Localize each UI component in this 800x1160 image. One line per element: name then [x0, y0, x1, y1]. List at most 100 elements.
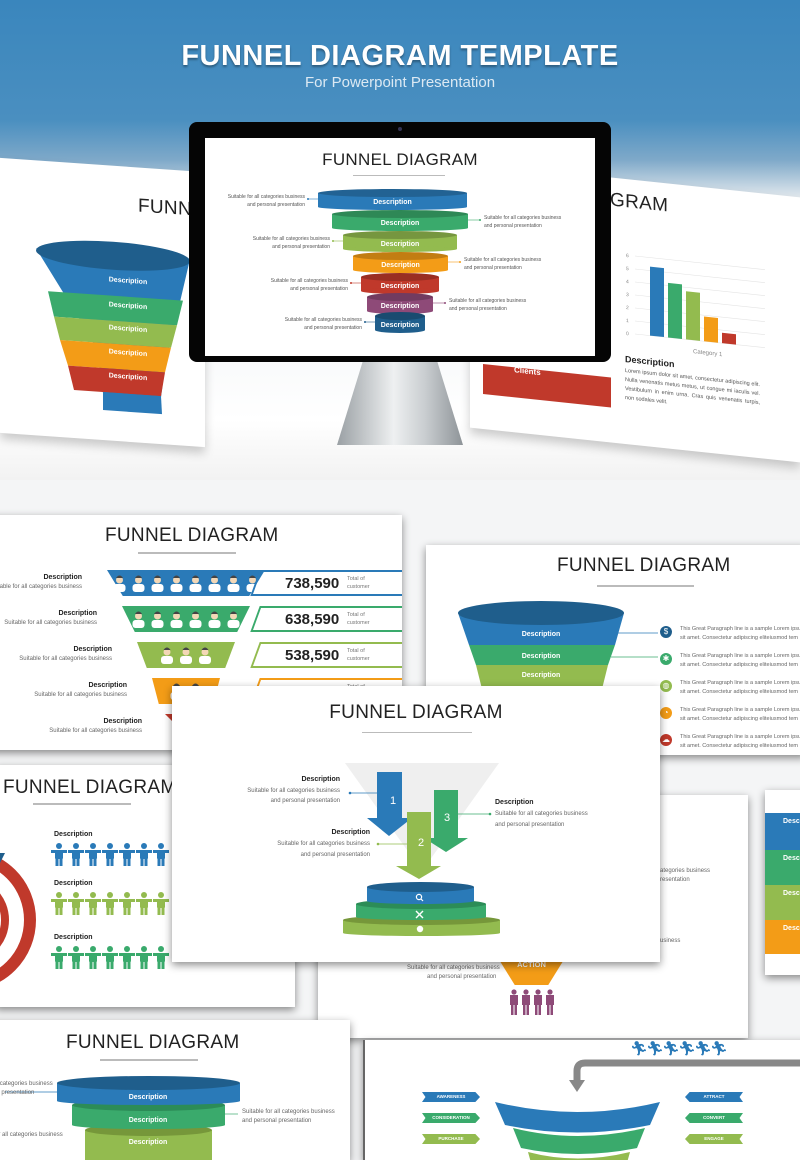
person-icon — [136, 946, 152, 969]
partial-text: ategories business — [660, 868, 711, 874]
title-underline — [138, 552, 236, 554]
funnel-band — [469, 645, 615, 665]
person-icon — [546, 989, 554, 1015]
description-text: and personal presentation — [270, 798, 340, 804]
globe-icon: ◍ — [660, 680, 672, 692]
funnel-top — [36, 240, 190, 271]
paragraph-line: This Great Paragraph line is a sample Lo… — [680, 734, 800, 740]
description-text: Suitable for all categories business — [242, 1109, 335, 1115]
person-icon — [189, 611, 202, 628]
person-icon — [68, 843, 84, 866]
target-icon — [0, 853, 36, 982]
description-text: and personal presentation — [449, 306, 507, 312]
disc-blue — [367, 882, 474, 904]
runner-icon: 🏃︎ — [694, 1040, 712, 1056]
bottom-disc-funnel-slide: FUNNEL DIAGRAM Description Description D… — [0, 1020, 350, 1160]
y-tick-label: 2 — [626, 305, 629, 311]
bar — [704, 316, 718, 343]
band-label: Description — [522, 653, 561, 660]
people-row — [51, 843, 169, 866]
funnel-disc — [361, 273, 439, 294]
hero-subtitle: For Powerpoint Presentation — [304, 74, 496, 91]
stage-label-right: CONVERT — [685, 1113, 743, 1123]
title-underline — [100, 1059, 198, 1061]
stage-label-left: AWARENESS — [422, 1092, 480, 1102]
band-label: Description — [109, 324, 147, 334]
disc-green — [72, 1099, 225, 1129]
flow-arrow — [573, 1059, 800, 1082]
arrow-number: 3 — [444, 812, 450, 824]
person-icon — [51, 843, 67, 866]
paragraph-line: This Great Paragraph line is a sample Lo… — [680, 653, 800, 659]
funnel-band — [495, 1102, 660, 1133]
arrow-number: 1 — [390, 795, 396, 807]
title-underline — [362, 732, 472, 733]
customer-label: Total of customer — [347, 576, 370, 590]
paragraph-line: This Great Paragraph line is a sample Lo… — [680, 707, 800, 713]
row-title: Description — [54, 880, 93, 887]
paragraph-line: sit amet. Consectetur adipiscing eliteiu… — [680, 662, 798, 668]
person-icon — [132, 611, 145, 628]
person-icon — [85, 946, 101, 969]
row-title: Description — [783, 818, 800, 825]
description-text: Suitable for all categories business — [271, 278, 349, 284]
people-icons — [113, 575, 259, 592]
customer-label: Total of customer — [347, 612, 370, 626]
person-icon — [119, 843, 135, 866]
suitable-text: and personal presentation — [427, 974, 497, 980]
funnel-disc — [367, 293, 433, 314]
title-underline — [353, 175, 445, 176]
person-icon — [119, 892, 135, 915]
person-icon — [102, 946, 118, 969]
person-icon — [85, 892, 101, 915]
disc-label: Description — [381, 303, 420, 310]
funnel-level — [122, 606, 250, 632]
disc-blue — [57, 1076, 240, 1105]
person-icon — [170, 611, 183, 628]
person-icon — [151, 575, 164, 592]
paragraph-line: This Great Paragraph line is a sample Lo… — [680, 680, 800, 686]
person-icon — [189, 575, 202, 592]
clients-bar — [483, 364, 611, 408]
bar — [650, 266, 664, 338]
description-text: Suitable for all categories business — [285, 317, 363, 323]
cloud-sync-icon: ☁ — [660, 734, 672, 746]
tools-icon: ✱ — [660, 653, 672, 665]
people-icons — [132, 611, 240, 628]
arrow-3 — [424, 790, 468, 852]
bar-chart: 0 1 2 3 4 5 6 — [626, 253, 765, 348]
description-text: Suitable for all categories business — [49, 728, 142, 734]
person-icon — [180, 647, 192, 664]
disc-label: Description — [381, 283, 420, 290]
customer-count: 538,590 — [285, 647, 340, 664]
stacked-disc-funnel: Description Suitable for all categories b… — [228, 189, 562, 333]
funnel-disc — [343, 231, 457, 252]
description-text: and personal presentation — [242, 1118, 312, 1124]
person-icon — [85, 843, 101, 866]
description-text: Suitable for all categories business — [34, 692, 127, 698]
slide-title: FUNNEL DIAGRAM — [557, 555, 731, 576]
people-row — [51, 946, 169, 969]
person-icon — [119, 946, 135, 969]
description-text: Suitable for all categories business — [19, 656, 112, 662]
partial-text: resentation — [660, 877, 690, 883]
disc-label: Description — [129, 1117, 168, 1124]
title-underline — [597, 585, 694, 587]
stage-label-right: ENGAGE — [685, 1134, 743, 1144]
description-text: Suitable for all categories business — [0, 1132, 63, 1138]
description-text: Suitable for all categories business — [228, 194, 306, 200]
person-icon — [522, 989, 530, 1015]
description-text: and personal presentation — [0, 1090, 35, 1096]
disc-label: Description — [373, 199, 412, 206]
row-blue — [765, 813, 800, 850]
row-title: Description — [54, 831, 93, 838]
row-green — [765, 850, 800, 885]
right-edge-slide: Description Description Description Desc… — [765, 790, 800, 975]
arrow-number: 2 — [418, 837, 424, 849]
people-group-icon — [510, 989, 554, 1015]
person-icon — [510, 989, 518, 1015]
funnel-band — [68, 365, 165, 397]
description-title: Description — [103, 718, 142, 725]
funnel-disc — [332, 210, 468, 231]
person-icon — [113, 575, 126, 592]
